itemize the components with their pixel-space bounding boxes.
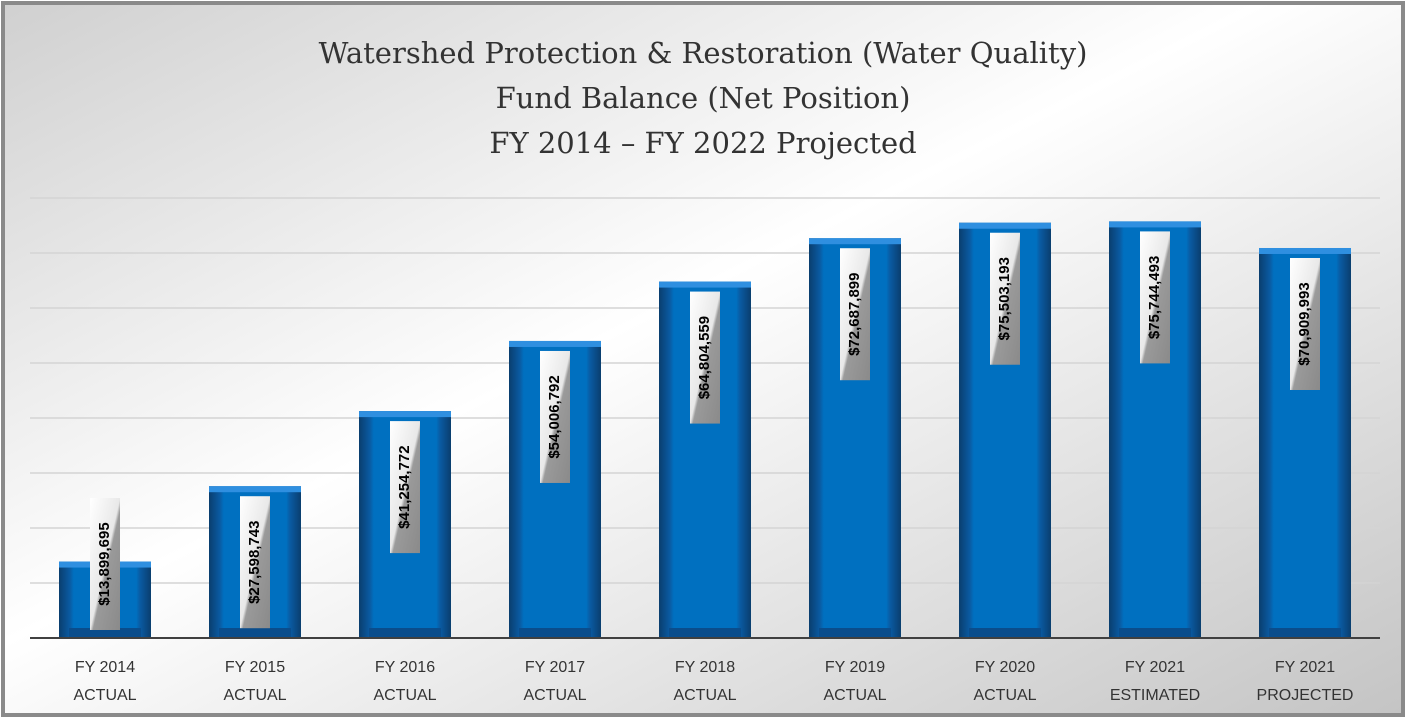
chart-title: Fund Balance (Net Position) xyxy=(496,81,911,115)
x-tick-label: FY 2014 xyxy=(75,659,135,676)
bar-top-bevel xyxy=(1259,247,1351,254)
x-tick-label: FY 2017 xyxy=(525,659,585,676)
value-label-box xyxy=(1290,257,1320,390)
bar-bottom-bevel xyxy=(69,628,141,638)
x-tick-label: ACTUAL xyxy=(223,687,286,704)
bar-top-bevel xyxy=(659,281,751,288)
value-label: $54,006,792 xyxy=(546,375,563,458)
value-label-box xyxy=(840,248,870,381)
value-label: $13,899,695 xyxy=(96,522,113,605)
bar-bottom-bevel xyxy=(1119,628,1191,638)
bar-bottom-bevel xyxy=(519,628,591,638)
x-tick-label: ACTUAL xyxy=(673,687,736,704)
x-tick-label: FY 2020 xyxy=(975,659,1035,676)
bar-bottom-bevel xyxy=(969,628,1041,638)
value-label: $72,687,899 xyxy=(846,273,863,356)
bar-top-bevel xyxy=(359,411,451,418)
chart-title: FY 2014 – FY 2022 Projected xyxy=(489,126,916,160)
bar-top-bevel xyxy=(959,222,1051,229)
value-label: $70,909,993 xyxy=(1296,282,1313,365)
value-label-box xyxy=(690,291,720,424)
x-tick-label: ACTUAL xyxy=(823,687,886,704)
value-label-box xyxy=(990,232,1020,365)
bar-top-bevel xyxy=(1109,221,1201,228)
value-label-box xyxy=(1140,231,1170,364)
x-tick-label: ACTUAL xyxy=(73,687,136,704)
chart-title: Watershed Protection & Restoration (Wate… xyxy=(319,36,1088,70)
x-tick-label: FY 2015 xyxy=(225,659,285,676)
x-tick-label: FY 2019 xyxy=(825,659,885,676)
value-label-box xyxy=(390,421,420,554)
x-tick-label: ESTIMATED xyxy=(1110,687,1200,704)
value-label: $64,804,559 xyxy=(696,316,713,399)
bar-top-bevel xyxy=(809,238,901,245)
bar-bottom-bevel xyxy=(219,628,291,638)
value-label: $75,744,493 xyxy=(1146,256,1163,339)
value-label-box xyxy=(240,496,270,629)
x-tick-label: FY 2021 xyxy=(1275,659,1335,676)
x-tick-label: PROJECTED xyxy=(1257,687,1354,704)
x-tick-label: ACTUAL xyxy=(373,687,436,704)
value-label: $27,598,743 xyxy=(246,520,263,603)
x-tick-label: FY 2016 xyxy=(375,659,435,676)
x-tick-label: FY 2018 xyxy=(675,659,735,676)
bar-bottom-bevel xyxy=(669,628,741,638)
bar-bottom-bevel xyxy=(369,628,441,638)
bar-bottom-bevel xyxy=(819,628,891,638)
bar-top-bevel xyxy=(209,486,301,493)
x-tick-label: ACTUAL xyxy=(973,687,1036,704)
value-label-box xyxy=(540,350,570,483)
bar-bottom-bevel xyxy=(1269,628,1341,638)
x-tick-label: FY 2021 xyxy=(1125,659,1185,676)
value-label: $75,503,193 xyxy=(996,257,1013,340)
value-label-box xyxy=(90,498,120,630)
value-label: $41,254,772 xyxy=(396,445,413,528)
x-tick-label: ACTUAL xyxy=(523,687,586,704)
bar-top-bevel xyxy=(509,340,601,347)
